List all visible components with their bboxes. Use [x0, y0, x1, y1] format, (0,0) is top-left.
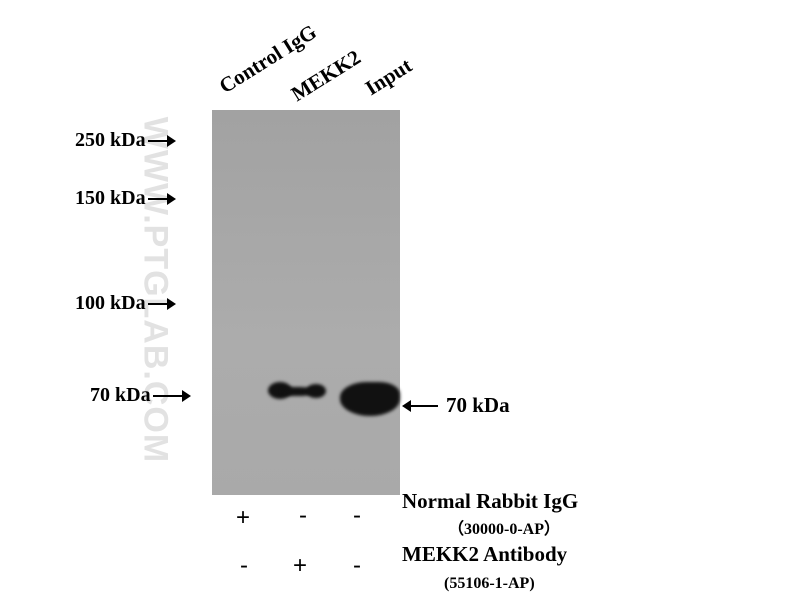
row-label-normal-rabbit-igg: Normal Rabbit IgG	[402, 489, 579, 513]
sign: -	[240, 552, 248, 579]
marker-label: 100 kDa	[75, 292, 146, 314]
sign: -	[299, 502, 307, 529]
arrow-right-icon	[147, 134, 176, 147]
arrow-right-icon	[152, 389, 191, 402]
band-annotation: 70 kDa	[402, 393, 510, 418]
sign: +	[293, 552, 308, 579]
lane-label-input: Input	[360, 53, 417, 101]
band-label: 70 kDa	[446, 393, 510, 417]
watermark: WWW.PTGLAB.COM	[136, 116, 175, 464]
band-input	[340, 382, 400, 416]
band-mekk2-ip-end	[306, 384, 326, 398]
marker-150: 150 kDa	[75, 187, 176, 210]
sign: -	[353, 502, 361, 529]
sign: -	[353, 552, 361, 579]
row-catalog-mekk2: (55106-1-AP)	[444, 575, 535, 592]
marker-label: 150 kDa	[75, 187, 146, 209]
arrow-right-icon	[147, 297, 176, 310]
marker-label: 70 kDa	[90, 384, 151, 406]
sign: +	[236, 504, 251, 531]
band-mekk2-ip-mid	[282, 387, 312, 396]
row-label-mekk2-antibody: MEKK2 Antibody	[402, 542, 568, 566]
arrow-right-icon	[147, 192, 176, 205]
row-catalog-igg: （30000-0-AP）	[448, 521, 560, 538]
marker-100: 100 kDa	[75, 292, 176, 315]
arrow-left-icon	[402, 399, 438, 412]
marker-label: 250 kDa	[75, 129, 146, 151]
blot-membrane	[212, 110, 400, 495]
marker-250: 250 kDa	[75, 129, 176, 152]
marker-70: 70 kDa	[90, 384, 191, 407]
